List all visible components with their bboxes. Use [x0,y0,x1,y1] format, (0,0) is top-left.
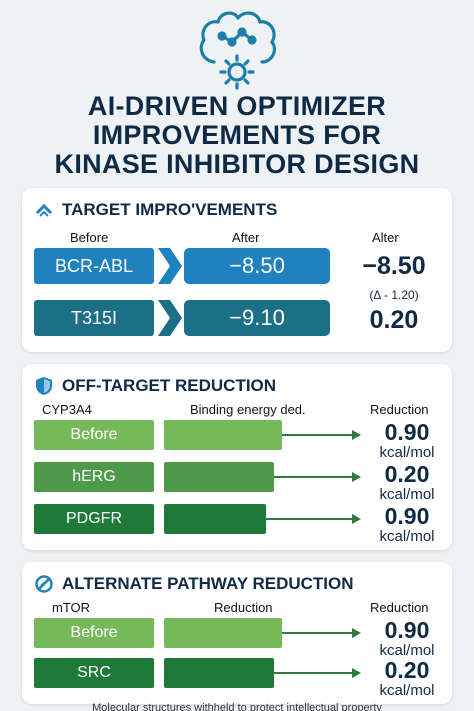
pathway-row-2-label: SRC [34,658,154,688]
off-target-title: OFF-TARGET REDUCTION [62,376,277,395]
off-target-col-3: Reduction [370,402,429,417]
off-target-row-1-label: Before [34,420,154,450]
off-target-row-1-unit: kcal/mol [379,444,435,461]
col-alter-label: Alter [372,230,399,245]
col-before-label: Before [70,230,109,245]
chevron-right-icon [158,248,182,284]
off-target-row-3-bar [164,504,266,534]
off-target-row-1-value: 0.90 [384,419,430,445]
target-row-1-side-value: −8.50 [362,252,426,280]
chevron-up-icon [35,203,53,217]
arrow-right-icon [352,628,361,638]
pathway-row-1-value: 0.90 [384,617,430,643]
alternate-pathway-card: ALTERNATE PATHWAY REDUCTION mTOR Reducti… [22,562,452,704]
col-after-label: After [232,230,260,245]
pathway-row-1-arrow [282,632,352,634]
target-improvements-heading: TARGET IMPRO'VEMENTS [34,198,277,222]
target-row-1-label: BCR-ABL [34,248,154,284]
target-row-2-side-value: 0.20 [369,306,419,334]
arrow-right-icon [352,472,361,482]
title-line-3: KINASE INHIBITOR DESIGN [54,149,420,179]
footer-note: Molecular structures withheld to protect… [92,702,382,711]
off-target-row-2-value: 0.20 [384,461,430,487]
chevron-right-icon [158,300,182,336]
title-line-1: AI-DRIVEN OPTIMIZER [87,91,387,121]
pathway-row-2-unit: kcal/mol [379,682,435,699]
off-target-row-2-result: 0.20 kcal/mol [362,462,452,504]
arrow-right-icon [352,668,361,678]
pathway-row-2-arrow [274,672,352,674]
off-target-col-1: CYP3A4 [42,402,92,417]
off-target-row-2-label: hERG [34,462,154,492]
arrow-right-icon [352,514,361,524]
pathway-col-3: Reduction [370,600,429,615]
off-target-row-3-unit: kcal/mol [379,528,435,545]
target-row-1-side-note: (Δ - 1.20) [369,288,419,302]
off-target-row-3-value: 0.90 [384,503,430,529]
target-row-2-after: −9.10 [184,300,330,336]
shield-icon [36,377,52,395]
off-target-row-2-arrow [274,476,352,478]
off-target-row-3-result: 0.90 kcal/mol [362,504,452,546]
pathway-row-1-bar [164,618,282,648]
no-entry-icon [35,575,53,593]
off-target-row-3-label: PDGFR [34,504,154,534]
target-row-1-after: −8.50 [184,248,330,284]
brain-gear-logo-icon [199,11,276,90]
pathway-row-2-value: 0.20 [384,657,430,683]
pathway-col-1: mTOR [52,600,91,615]
off-target-row-2-unit: kcal/mol [379,486,435,503]
off-target-row-1-arrow [282,434,352,436]
pathway-row-1-result: 0.90 kcal/mol [362,618,452,660]
target-row-2-label: T315I [34,300,154,336]
pathway-col-2: Reduction [214,600,273,615]
off-target-row-2-bar [164,462,274,492]
off-target-heading: OFF-TARGET REDUCTION [34,374,276,398]
pathway-row-2-result: 0.20 kcal/mol [362,658,452,700]
off-target-row-3-arrow [266,518,352,520]
alternate-pathway-title: ALTERNATE PATHWAY REDUCTION [62,574,354,593]
pathway-row-2-bar [164,658,274,688]
target-improvements-title: TARGET IMPRO'VEMENTS [62,200,278,219]
page-title: AI-DRIVEN OPTIMIZER IMPROVEMENTS FOR KIN… [0,92,474,179]
off-target-col-2: Binding energy ded. [190,402,306,417]
off-target-row-1-result: 0.90 kcal/mol [362,420,452,462]
pathway-row-1-label: Before [34,618,154,648]
target-improvements-card: TARGET IMPRO'VEMENTS Before After Alter … [22,188,452,352]
alternate-pathway-heading: ALTERNATE PATHWAY REDUCTION [34,572,354,596]
off-target-reduction-card: OFF-TARGET REDUCTION CYP3A4 Binding ener… [22,364,452,550]
pathway-row-1-unit: kcal/mol [379,642,435,659]
arrow-right-icon [352,430,361,440]
title-line-2: IMPROVEMENTS FOR [92,120,382,150]
off-target-row-1-bar [164,420,282,450]
